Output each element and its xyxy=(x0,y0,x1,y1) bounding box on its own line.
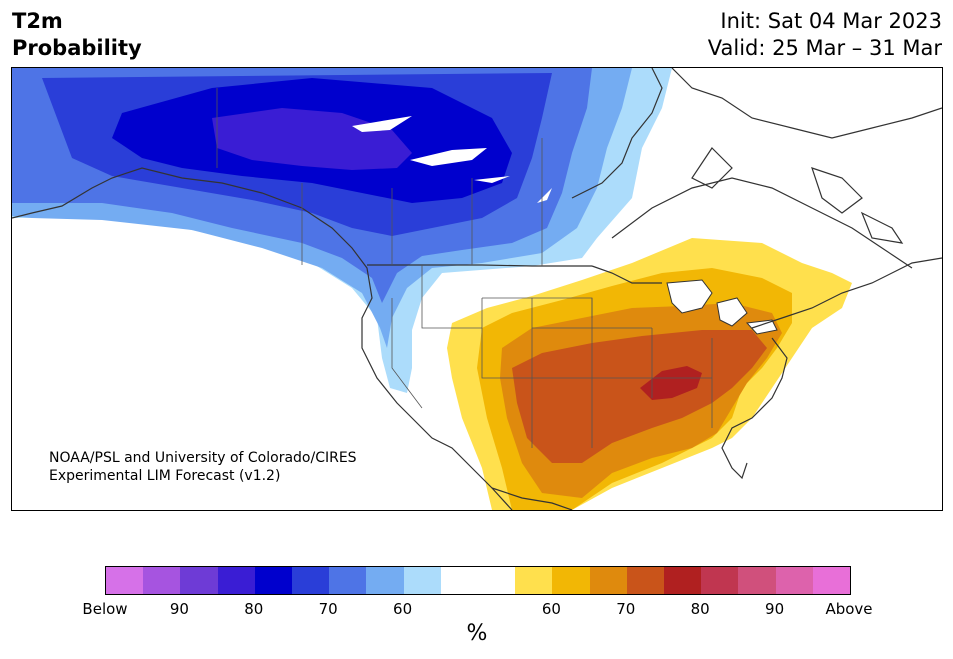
colorbar-swatch xyxy=(329,567,367,594)
colorbar-tick-label: 60 xyxy=(541,600,561,618)
northern-lakes xyxy=(352,116,552,203)
colorbar-swatch xyxy=(440,567,479,594)
forecast-map xyxy=(12,68,942,510)
colorbar-tick-label: 70 xyxy=(318,600,338,618)
colorbar-tick-label: 80 xyxy=(244,600,264,618)
colorbar-swatch xyxy=(626,567,665,594)
colorbar-swatch xyxy=(217,567,255,594)
colorbar-swatch xyxy=(515,567,553,594)
colorbar-swatch xyxy=(143,567,181,594)
colorbar-units: % xyxy=(466,621,488,646)
colorbar-tick-label: Above xyxy=(825,600,873,618)
colorbar xyxy=(105,566,851,595)
attribution: NOAA/PSL and University of Colorado/CIRE… xyxy=(49,449,357,485)
colorbar-tick-label: 70 xyxy=(616,600,636,618)
colorbar-swatch xyxy=(254,567,293,594)
map-panel xyxy=(11,67,943,511)
state-borders xyxy=(216,88,713,448)
title-line-1: T2m xyxy=(12,9,63,33)
attribution-line-2: Experimental LIM Forecast (v1.2) xyxy=(49,468,281,484)
forecast-dates: Init: Sat 04 Mar 2023 Valid: 25 Mar – 31… xyxy=(708,8,942,62)
colorbar-swatch xyxy=(701,567,739,594)
colorbar-tick-label: 60 xyxy=(393,600,413,618)
init-date: Init: Sat 04 Mar 2023 xyxy=(720,9,942,33)
above-75-zone xyxy=(512,330,767,463)
above-80-zone xyxy=(640,366,702,400)
valid-range: Valid: 25 Mar – 31 Mar xyxy=(707,36,942,60)
title-line-2: Probability xyxy=(12,36,142,60)
colorbar-swatch xyxy=(478,567,516,594)
colorbar-swatch xyxy=(403,567,441,594)
outlines xyxy=(12,68,942,510)
colorbar-swatch xyxy=(775,567,813,594)
below-85-zone xyxy=(212,108,412,170)
great-lakes xyxy=(666,279,778,335)
colorbar-tick-label: 80 xyxy=(690,600,710,618)
map-title: T2m Probability xyxy=(12,8,142,62)
colorbar-tick-label: Below xyxy=(82,600,128,618)
colorbar-swatch xyxy=(664,567,702,594)
colorbar-swatch xyxy=(552,567,590,594)
colorbar-swatch xyxy=(738,567,776,594)
colorbar-swatch xyxy=(180,567,218,594)
colorbar-swatch xyxy=(812,567,851,594)
colorbar-tick-label: 90 xyxy=(169,600,189,618)
colorbar-swatch xyxy=(106,567,144,594)
colorbar-swatch xyxy=(292,567,330,594)
attribution-line-1: NOAA/PSL and University of Colorado/CIRE… xyxy=(49,450,357,466)
colorbar-swatch xyxy=(589,567,627,594)
colorbar-tick-label: 90 xyxy=(765,600,785,618)
colorbar-swatch xyxy=(366,567,404,594)
